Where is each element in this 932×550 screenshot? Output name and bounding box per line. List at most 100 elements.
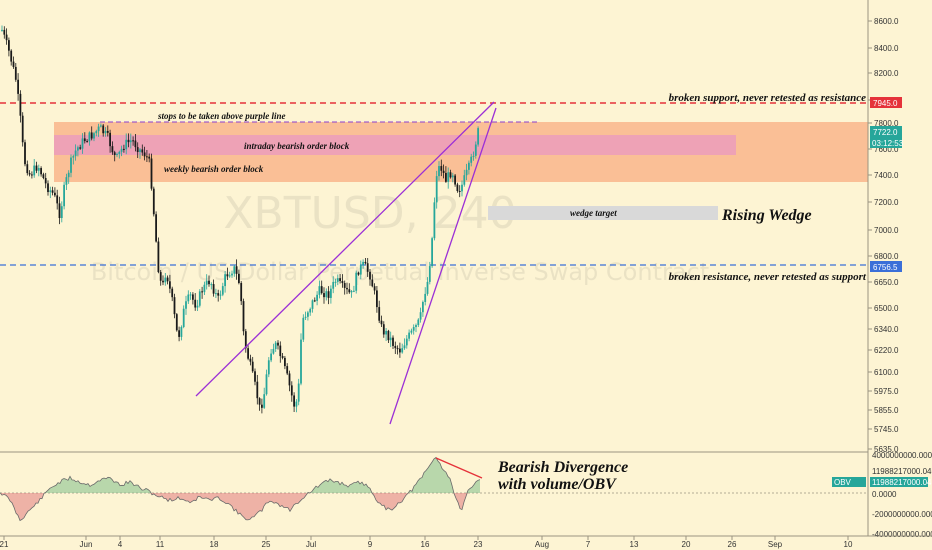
candle-body [463, 175, 466, 185]
candle-body [51, 190, 54, 193]
price-tick-label: 8400.0 [874, 44, 899, 53]
candle-body [150, 158, 153, 189]
candle-body [72, 156, 75, 158]
candle-body [192, 294, 194, 300]
candle-body [152, 188, 155, 215]
candle-body [88, 132, 91, 142]
candle-body [371, 279, 374, 287]
candle-body [136, 147, 139, 153]
candle-body [10, 50, 13, 62]
candle-body [240, 283, 243, 302]
time-tick-label: Aug [535, 540, 549, 549]
candle-body [31, 174, 33, 176]
candle-body [435, 176, 438, 203]
candle-body [226, 274, 229, 277]
candle-body [106, 130, 109, 133]
time-tick-label: Jun [80, 540, 93, 549]
candle-body [146, 156, 148, 158]
candle-body [182, 308, 185, 328]
candle-body [465, 169, 468, 176]
candle-body [141, 149, 144, 153]
candle-body [93, 133, 95, 139]
candle-body [277, 342, 279, 346]
candle-body [323, 293, 325, 298]
candle-body [65, 177, 68, 185]
candle-body [353, 290, 355, 292]
candle-body [263, 394, 266, 408]
candle-body [364, 261, 367, 264]
time-tick-label: 20 [682, 540, 691, 549]
candle-body [316, 294, 318, 301]
candle-body [339, 278, 341, 282]
price-tick-label: 7600.0 [874, 145, 899, 154]
candle-body [129, 140, 132, 143]
candle-body [376, 290, 378, 308]
candle-body [369, 271, 371, 280]
candle-body [201, 291, 203, 293]
resistance-annotation: broken resistance, never retested as sup… [669, 271, 867, 283]
candle-body [401, 348, 404, 353]
candle-body [412, 327, 415, 331]
candle-body [208, 280, 210, 285]
candle-body [180, 327, 183, 337]
time-tick-label: 13 [630, 540, 639, 549]
price-tick-label: 6800.0 [874, 252, 899, 261]
time-tick-label: Jul [306, 540, 316, 549]
candle-body [302, 317, 305, 340]
candle-body [118, 151, 121, 154]
candle-body [217, 293, 220, 296]
divergence-annotation-1: Bearish Divergence [497, 459, 628, 476]
intraday-bearish-order-block-zone [54, 135, 736, 155]
candle-body [3, 29, 6, 35]
candle-body [366, 263, 369, 272]
candle-body [155, 214, 157, 242]
time-tick-label: 4 [118, 540, 123, 549]
candle-body [261, 404, 263, 408]
candle-body [47, 183, 49, 193]
candle-body [127, 139, 130, 143]
candle-body [428, 266, 431, 282]
candle-body [63, 184, 65, 207]
obv-name-badge [832, 477, 866, 487]
candle-body [378, 307, 381, 321]
wedge-target-label: wedge target [570, 208, 617, 218]
support-annotation: broken support, never retested as resist… [669, 92, 867, 104]
candle-body [116, 153, 118, 156]
candle-body [81, 138, 84, 149]
candle-body [341, 281, 344, 284]
price-tick-label: 6650.0 [874, 278, 899, 287]
candle-body [304, 316, 307, 318]
candle-body [362, 261, 364, 265]
time-tick-label: 11 [156, 540, 165, 549]
time-tick-label: 18 [210, 540, 219, 549]
candle-body [431, 238, 433, 267]
candle-body [350, 291, 353, 293]
candle-body [267, 360, 270, 375]
candle-body [424, 293, 427, 302]
current-price-badge [870, 126, 902, 148]
candle-body [272, 348, 275, 354]
candle-body [320, 286, 323, 294]
obv-name-label: OBV [834, 478, 852, 487]
candle-body [334, 281, 337, 283]
candle-body [33, 165, 36, 176]
watermark-symbol: XBTUSD, 240 [223, 188, 516, 239]
candle-body [139, 149, 141, 153]
weekly-order-block-label: weekly bearish order block [164, 164, 264, 174]
obv-tick-label: 0.0000 [872, 490, 897, 499]
candle-body [8, 40, 10, 51]
candle-body [187, 294, 190, 302]
candle-body [14, 66, 17, 80]
candle-body [343, 283, 346, 288]
candle-body [288, 373, 291, 386]
candle-body [44, 178, 47, 184]
obv-tick-label: 4000000000.0000 [872, 451, 932, 460]
candle-body [224, 274, 226, 287]
candle-body [330, 288, 332, 298]
candle-body [387, 330, 390, 341]
time-tick-label: 7 [586, 540, 591, 549]
candle-body [251, 361, 254, 372]
candle-body [477, 128, 479, 145]
candle-body [318, 286, 321, 295]
price-tick-label: 6100.0 [874, 368, 899, 377]
